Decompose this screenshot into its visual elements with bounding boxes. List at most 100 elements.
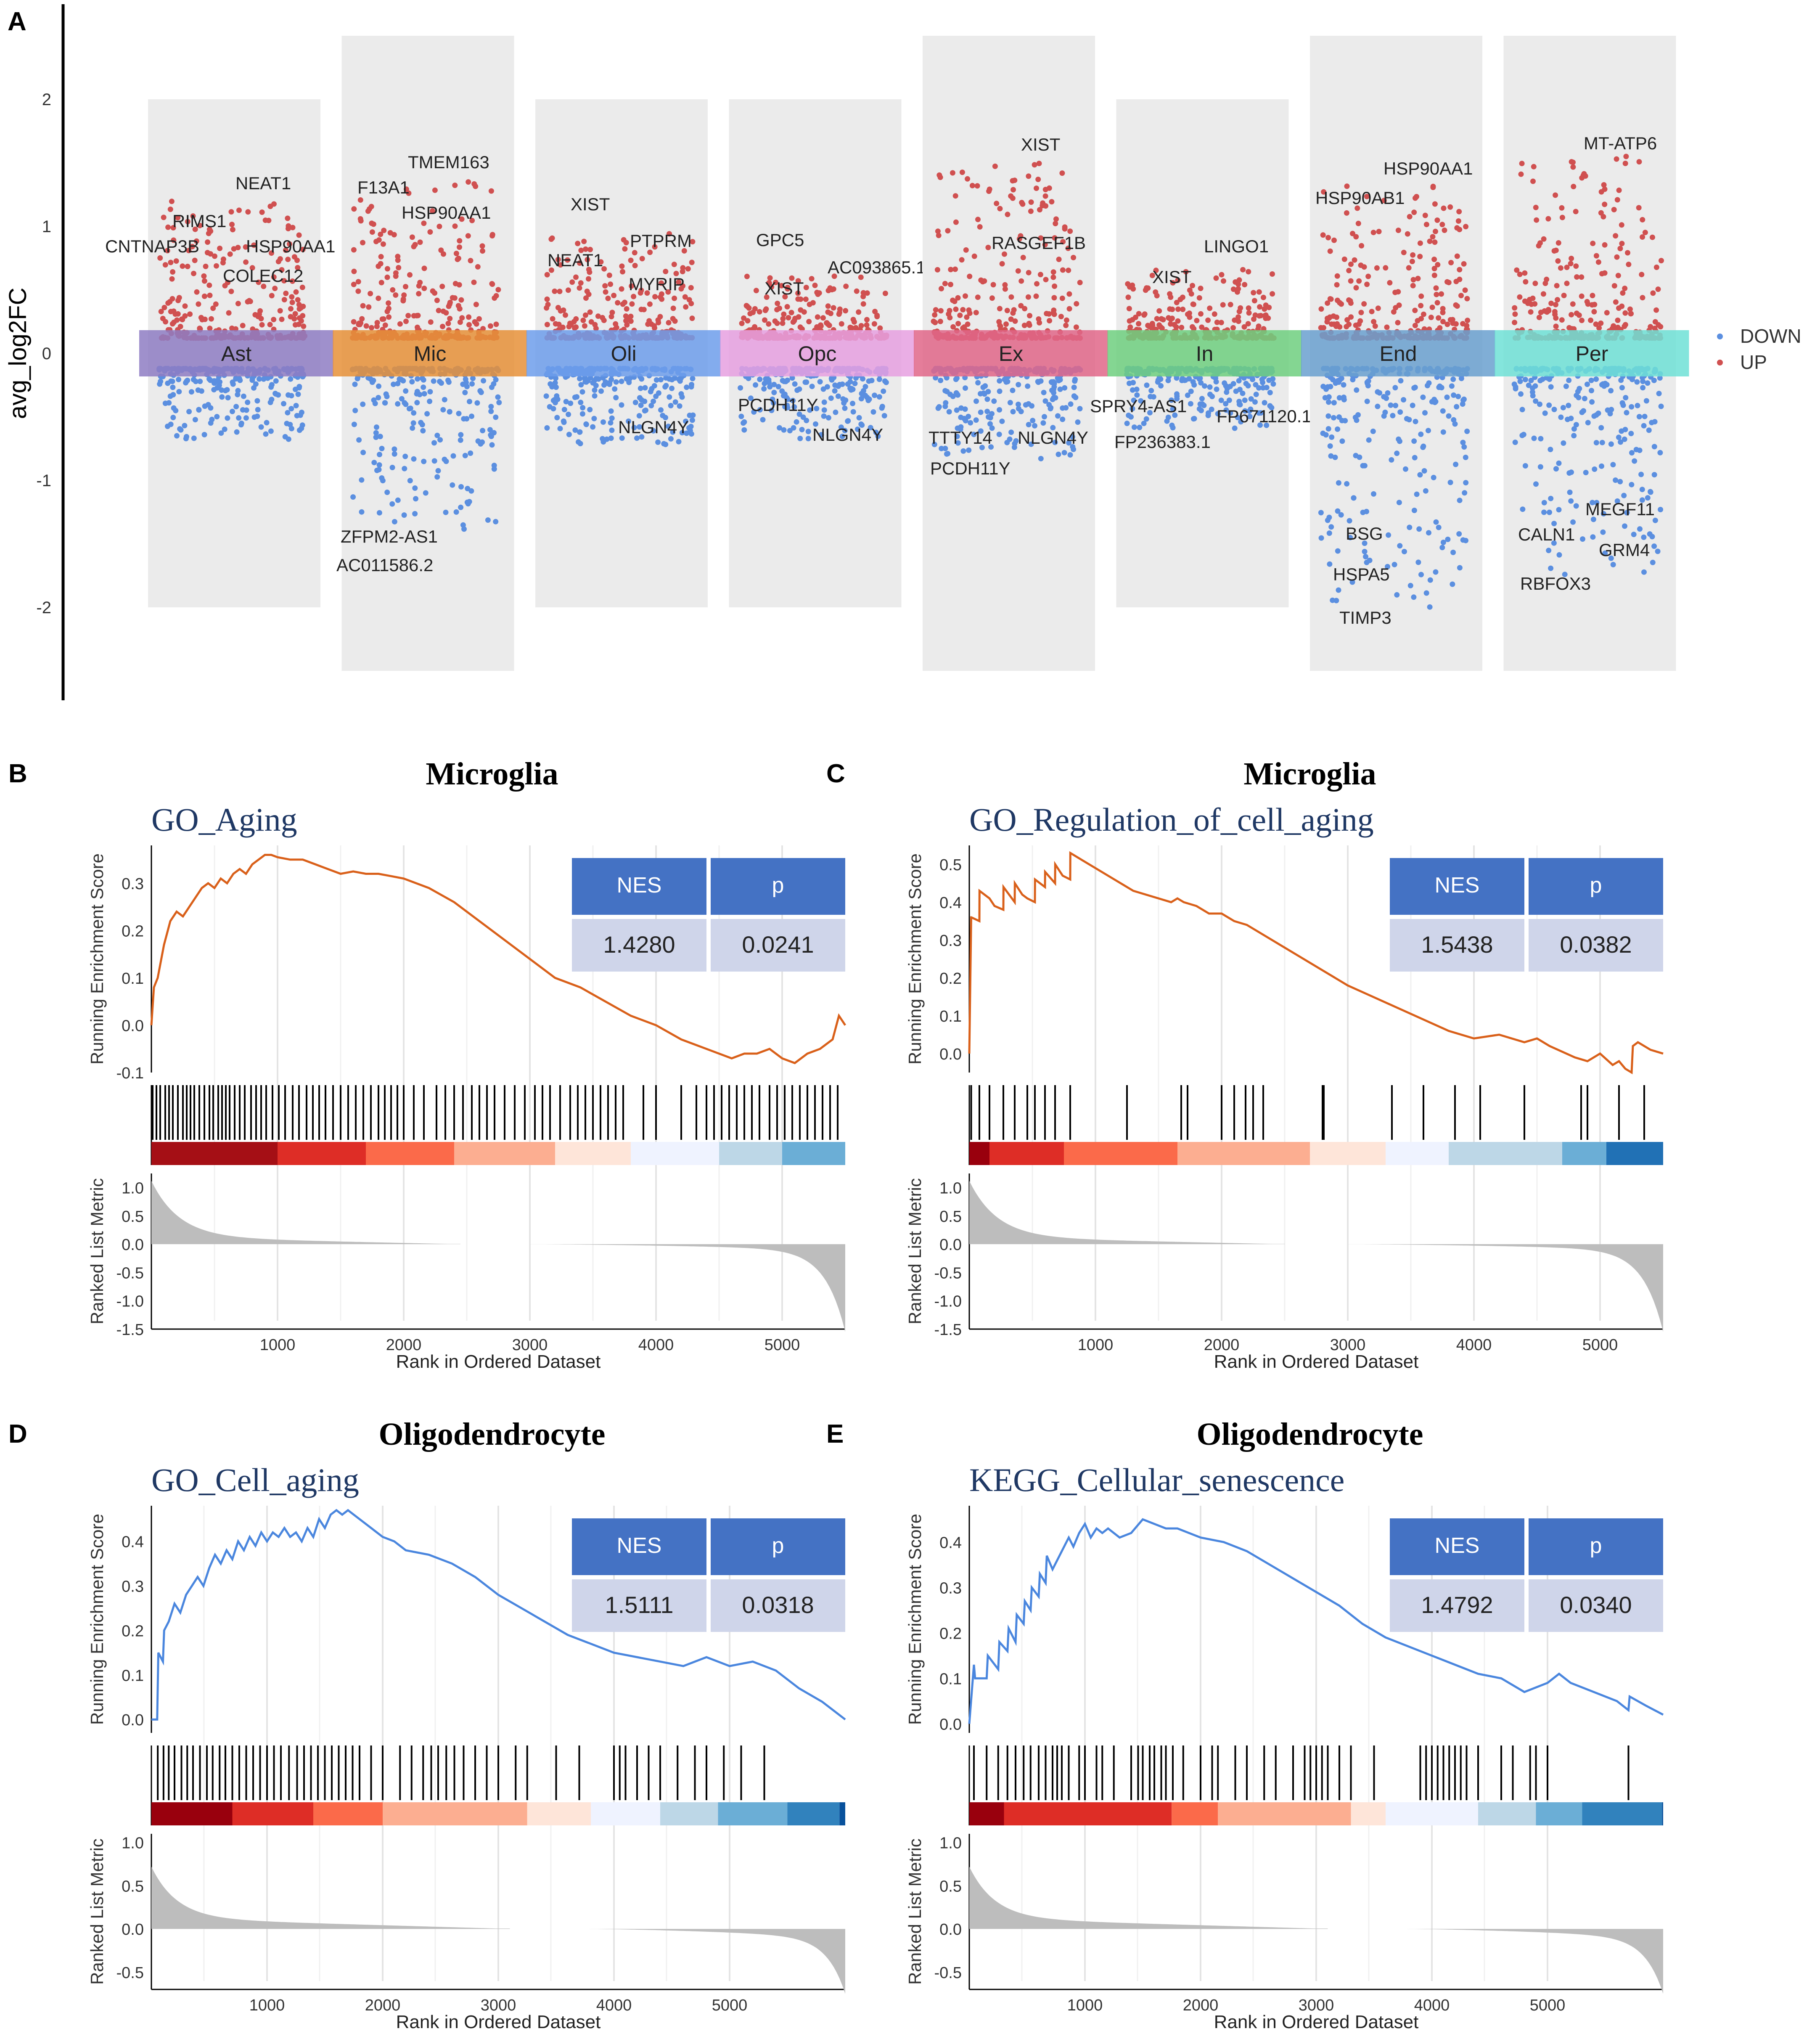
data-point xyxy=(1029,403,1034,409)
cluster-label: Ast xyxy=(221,342,251,365)
data-point xyxy=(1569,256,1574,261)
data-point xyxy=(1433,285,1439,291)
data-point xyxy=(784,403,790,408)
data-point xyxy=(1447,204,1453,210)
data-point xyxy=(752,324,758,330)
cluster-band xyxy=(526,330,721,376)
data-point xyxy=(1533,398,1539,404)
cluster-label: Opc xyxy=(798,342,837,365)
data-point xyxy=(1617,479,1623,485)
data-point xyxy=(1364,509,1369,514)
data-point xyxy=(592,393,598,399)
data-point xyxy=(1411,385,1417,391)
data-point xyxy=(360,240,365,246)
data-point xyxy=(470,376,476,381)
data-point xyxy=(203,263,209,269)
data-point xyxy=(1248,396,1254,402)
data-point xyxy=(1648,489,1653,495)
x-axis-title: Rank in Ordered Dataset xyxy=(396,2012,601,2032)
data-point xyxy=(583,246,589,252)
data-point xyxy=(854,426,860,432)
data-point xyxy=(638,385,643,391)
data-point xyxy=(1655,548,1661,554)
data-point xyxy=(1364,398,1370,404)
data-point xyxy=(1059,170,1065,176)
data-point xyxy=(592,387,598,393)
data-point xyxy=(991,398,997,404)
data-point xyxy=(473,183,479,189)
data-point xyxy=(982,383,988,389)
data-point xyxy=(1318,535,1324,541)
p-header-cell xyxy=(711,858,845,915)
data-point xyxy=(663,415,668,421)
data-point xyxy=(1553,466,1559,472)
data-point xyxy=(186,248,192,254)
data-point xyxy=(1021,323,1027,328)
data-point xyxy=(667,376,672,382)
data-point xyxy=(1561,440,1566,446)
data-point xyxy=(1629,376,1635,381)
data-point xyxy=(296,427,302,433)
data-point xyxy=(1321,189,1327,195)
data-point xyxy=(955,320,961,326)
data-point xyxy=(1590,534,1596,540)
cluster-in: InLINGO1XISTSPRY4-AS1FP671120.1FP236383.… xyxy=(1090,99,1312,607)
data-point xyxy=(1659,258,1664,264)
data-point xyxy=(458,432,464,438)
data-point xyxy=(1622,286,1628,291)
data-point xyxy=(1414,194,1419,199)
data-point xyxy=(1431,273,1437,278)
colorbar-segment xyxy=(782,1142,845,1165)
data-point xyxy=(400,298,406,304)
data-point xyxy=(299,284,305,290)
es-axis-title: Running Enrichment Score xyxy=(905,853,925,1065)
data-point xyxy=(443,458,449,464)
data-point xyxy=(169,199,175,204)
data-point xyxy=(1158,376,1164,382)
data-point xyxy=(216,382,222,388)
data-point xyxy=(355,279,361,285)
data-point xyxy=(954,375,960,381)
data-point xyxy=(1066,306,1072,312)
data-point xyxy=(762,317,767,323)
data-point xyxy=(1512,320,1518,326)
data-point xyxy=(1023,402,1029,408)
data-point xyxy=(1233,388,1239,394)
data-point xyxy=(225,415,230,421)
data-point xyxy=(752,306,758,312)
data-point xyxy=(626,315,632,321)
data-point xyxy=(1025,383,1031,389)
data-point xyxy=(1018,233,1024,239)
data-point xyxy=(1548,495,1554,501)
data-point xyxy=(686,297,692,303)
data-point xyxy=(225,395,231,400)
data-point xyxy=(214,263,219,269)
data-point xyxy=(931,442,937,448)
data-point xyxy=(272,391,278,396)
nes-value: 1.4280 xyxy=(603,931,675,958)
data-point xyxy=(458,484,464,490)
data-point xyxy=(1422,410,1428,416)
data-point xyxy=(1141,421,1147,426)
data-point xyxy=(659,296,665,302)
data-point xyxy=(1546,402,1552,408)
data-point xyxy=(937,318,943,324)
data-point xyxy=(852,381,858,387)
data-point xyxy=(800,414,806,420)
data-point xyxy=(1376,229,1382,234)
data-point xyxy=(791,404,797,410)
data-point xyxy=(655,439,661,445)
data-point xyxy=(1333,380,1339,386)
data-point xyxy=(1130,406,1135,412)
data-point xyxy=(1428,315,1434,320)
y-tick-label: 1 xyxy=(42,217,51,236)
data-point xyxy=(554,393,560,399)
data-point xyxy=(351,319,357,325)
data-point xyxy=(999,418,1005,424)
data-point xyxy=(1435,262,1441,267)
data-point xyxy=(550,316,556,322)
data-point xyxy=(966,307,972,313)
data-point xyxy=(603,289,608,295)
data-point xyxy=(1568,261,1574,267)
data-point xyxy=(801,309,807,315)
